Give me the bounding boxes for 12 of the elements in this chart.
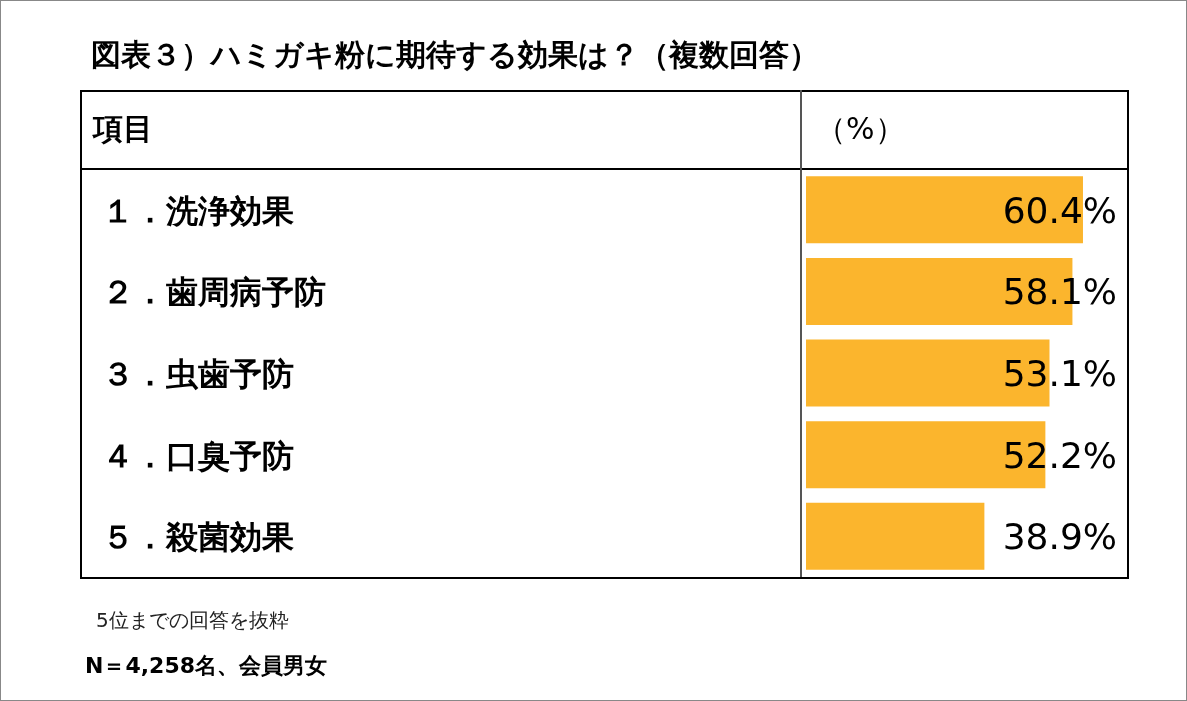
y-tick-label: ４．口臭予防: [102, 436, 294, 475]
y-tick-label: ５．殺菌効果: [102, 518, 294, 557]
x-axis-title: （%）: [816, 110, 905, 148]
y-tick-label: ３．虫歯予防: [102, 355, 294, 393]
y-tick-label: ２．歯周病予防: [102, 273, 326, 312]
y-tick-label: １．洗浄効果: [102, 191, 294, 230]
text: 図表３）ハミガキ粉に期待する効果は？（複数回答）: [91, 36, 819, 74]
text: 5位までの回答を抜粋: [96, 607, 289, 634]
text: N＝4,258名、会員男女: [85, 652, 327, 680]
data-label: 38.9%: [1002, 516, 1117, 558]
bar: [806, 502, 985, 570]
y-axis-title: 項目: [93, 110, 153, 148]
